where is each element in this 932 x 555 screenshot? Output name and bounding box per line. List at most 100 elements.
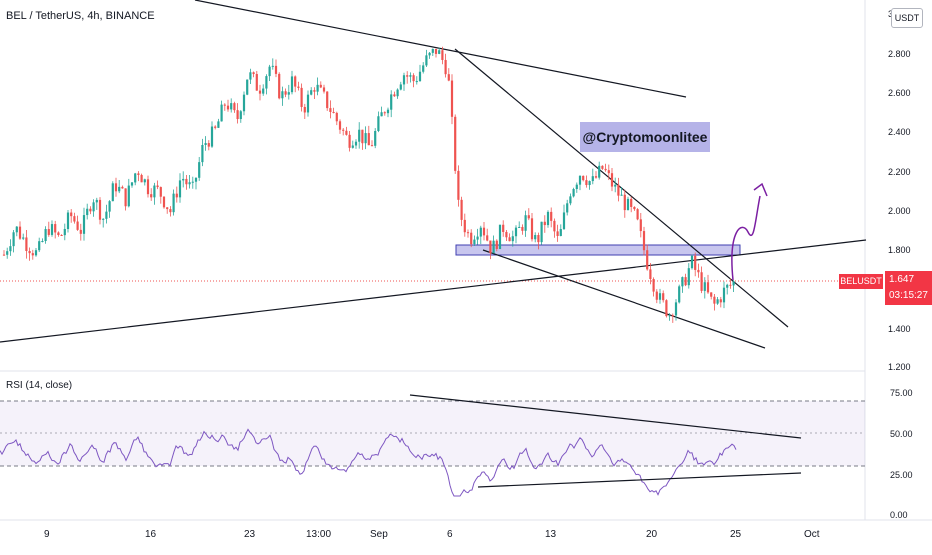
candle-body (505, 231, 508, 238)
candle-body (38, 241, 41, 251)
candle-body (649, 269, 652, 280)
candle-body (364, 133, 367, 144)
candle-body (127, 185, 130, 207)
price-axis-label: 2.800 (888, 49, 911, 59)
candle-body (86, 208, 89, 216)
author-handle-annotation[interactable]: @Cryptomoonlitee (580, 122, 710, 152)
candle-body (258, 90, 262, 94)
candle-body (12, 232, 15, 247)
candle-body (722, 287, 726, 303)
candle-body (18, 226, 22, 239)
resistance-zone[interactable] (455, 244, 741, 256)
candle-body (239, 111, 242, 120)
candle-body (569, 196, 572, 204)
candle-body (543, 221, 546, 226)
candle-body (447, 74, 450, 81)
candle-body (450, 80, 454, 117)
rsi-axis[interactable]: 75.00 50.00 25.00 0.00 (890, 388, 913, 520)
time-axis-label: 13:00 (306, 529, 331, 540)
time-axis-label: 20 (646, 529, 658, 540)
candle-body (524, 215, 527, 231)
candle-body (642, 231, 646, 251)
candle-body (598, 165, 601, 178)
candle-body (732, 281, 735, 286)
time-axis-label: Oct (804, 529, 820, 540)
candle-body (418, 71, 422, 82)
candle-body (278, 73, 281, 99)
candle-body (265, 76, 268, 89)
candle-body (495, 240, 498, 249)
candle-body (572, 189, 575, 197)
candle-body (396, 89, 399, 97)
candle-body (729, 284, 732, 286)
candle-body (44, 229, 47, 242)
candle-body (537, 235, 540, 243)
candle-body (82, 215, 86, 234)
candle-body (431, 48, 434, 53)
candle-body (338, 121, 342, 130)
projection-path[interactable] (731, 195, 761, 281)
candle-body (498, 224, 502, 249)
candle-body (271, 65, 274, 67)
candle-body (671, 315, 674, 317)
candle-body (367, 133, 370, 146)
rsi-lower-trendline[interactable] (477, 472, 802, 488)
candle-body (15, 226, 18, 233)
candle-body (316, 84, 319, 92)
candle-body (438, 50, 441, 54)
price-axis-label: 1.200 (888, 362, 911, 372)
candle-body (639, 219, 642, 232)
candle-body (562, 212, 566, 230)
candle-body (399, 84, 402, 90)
rsi-line[interactable] (0, 428, 737, 497)
candle-body (242, 94, 246, 112)
currency-button[interactable]: USDT (891, 8, 923, 28)
price-axis-label: 1.800 (888, 245, 911, 255)
candle-body (153, 185, 156, 198)
candle-body (124, 188, 127, 207)
time-axis-label: 23 (244, 529, 256, 540)
candle-body (92, 202, 95, 212)
time-axis[interactable]: 9 16 23 13:00 Sep 6 13 20 25 Oct (44, 529, 820, 540)
candle-body (201, 144, 204, 163)
candle-body (54, 224, 57, 233)
bar-countdown: 03:15:27 (889, 290, 928, 301)
candle-body (623, 194, 626, 211)
candle-body (476, 236, 479, 240)
candle-body (303, 106, 306, 113)
candle-body (89, 208, 92, 212)
candle-body (425, 55, 428, 66)
candle-body (511, 236, 514, 242)
candle-body (383, 112, 386, 114)
price-axis[interactable]: 3 2.800 2.600 2.400 2.200 2.000 1.800 1.… (888, 9, 911, 372)
candle-body (210, 126, 214, 147)
candle-body (518, 226, 521, 228)
candle-body (454, 116, 457, 171)
candle-body (674, 302, 678, 316)
candle-body (313, 90, 316, 92)
upper-trendline[interactable] (194, 0, 687, 98)
candle-body (41, 241, 44, 243)
candle-body (9, 246, 12, 252)
candle-body (217, 121, 220, 128)
candle-body (25, 237, 28, 251)
candle-body (492, 240, 495, 254)
rsi-upper-trendline[interactable] (409, 394, 802, 439)
candle-body (710, 292, 713, 297)
rsi-axis-label: 25.00 (890, 470, 913, 480)
candle-body (482, 227, 486, 236)
candle-body (306, 94, 310, 113)
candle-body (329, 108, 332, 112)
candle-body (588, 181, 591, 186)
candle-body (460, 199, 463, 220)
candle-body (530, 218, 534, 240)
lower-channel-trendline[interactable] (482, 249, 766, 349)
candle-body (582, 175, 585, 181)
candle-body (198, 162, 201, 178)
candle-body (434, 48, 438, 54)
rising-support-trendline[interactable] (0, 239, 867, 343)
candle-body (601, 165, 604, 169)
candle-body (534, 235, 537, 240)
